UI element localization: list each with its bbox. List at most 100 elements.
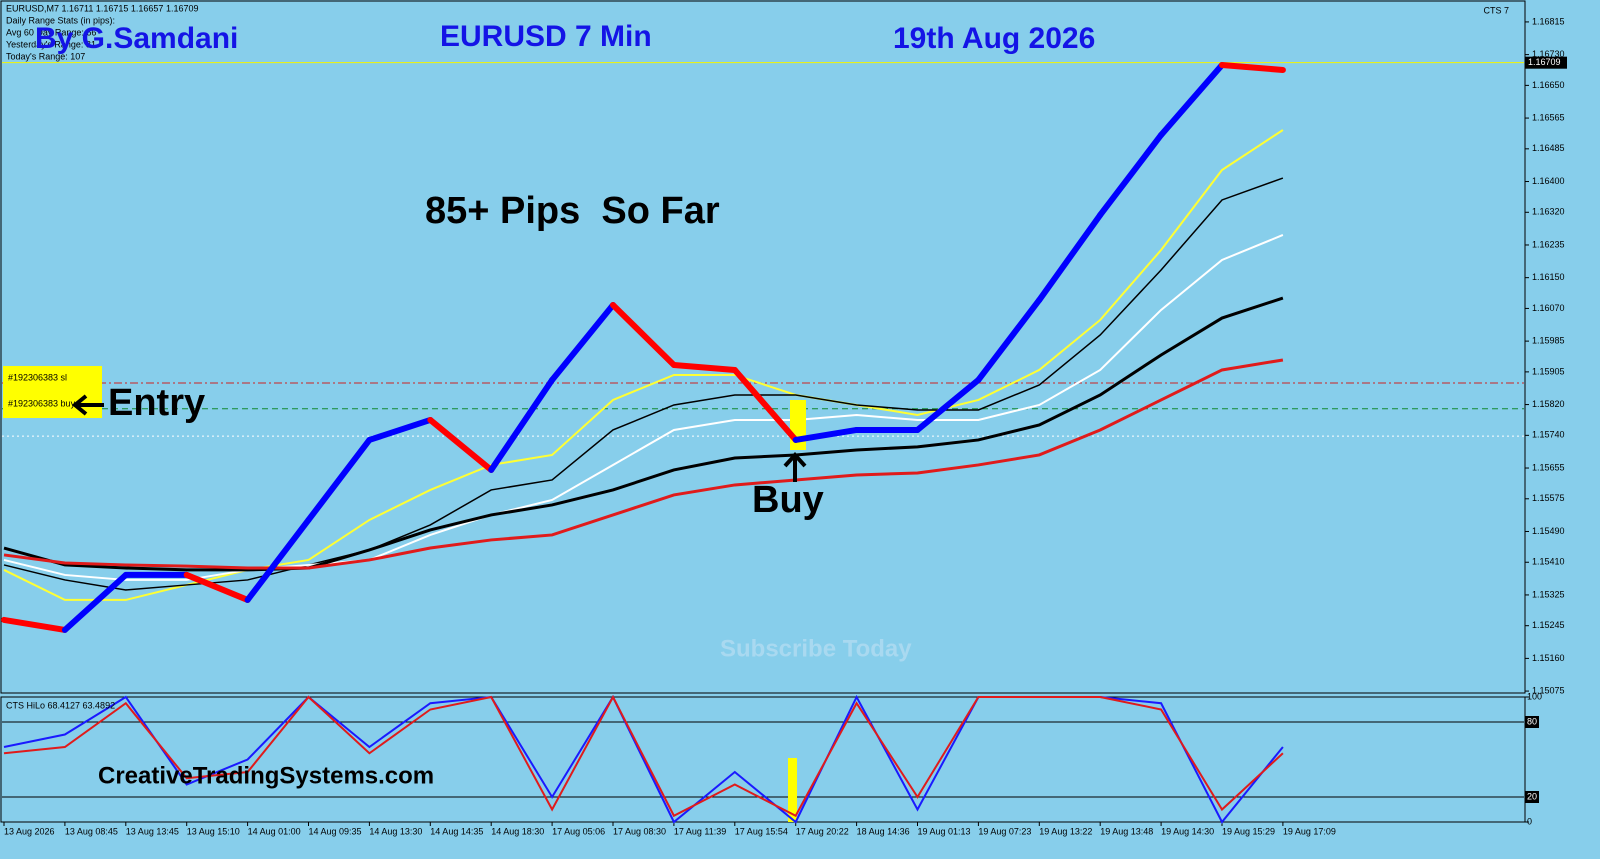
- series-line: [3, 296, 1284, 572]
- entry-label: Entry: [108, 382, 205, 424]
- order-buy: #192306383 buy: [8, 398, 76, 408]
- last-price-label: 1.16709: [1528, 57, 1561, 67]
- x-tick-label: 14 Aug 01:00: [248, 826, 301, 836]
- last-price-box: [1525, 56, 1567, 69]
- price-segment: [670, 361, 738, 373]
- y-tick-label: 1.16565: [1532, 112, 1565, 122]
- buy-arrow: [783, 452, 807, 482]
- osc-tick-box: [1525, 716, 1539, 728]
- x-tick-label: 14 Aug 09:35: [309, 826, 362, 836]
- y-tick-label: 1.15740: [1532, 430, 1565, 440]
- y-tick-label: 1.15575: [1532, 493, 1565, 503]
- x-tick-label: 19 Aug 13:22: [1039, 826, 1092, 836]
- chart-date: 19th Aug 2026: [893, 22, 1095, 55]
- x-tick-label: 14 Aug 13:30: [369, 826, 422, 836]
- x-tick-label: 17 Aug 05:06: [552, 826, 605, 836]
- order-box: [3, 366, 102, 418]
- x-tick-label: 19 Aug 01:13: [918, 826, 971, 836]
- x-tick-label: 19 Aug 17:09: [1283, 826, 1336, 836]
- x-tick-label: 13 Aug 2026: [4, 826, 55, 836]
- buy-label: Buy: [752, 479, 824, 521]
- price-segment: [427, 416, 495, 473]
- y-tick-label: 1.15410: [1532, 557, 1565, 567]
- series-line: [3, 694, 1284, 818]
- x-tick-label: 13 Aug 13:45: [126, 826, 179, 836]
- y-tick-label: 1.15905: [1532, 366, 1565, 376]
- y-tick-label: 1.16320: [1532, 207, 1565, 217]
- entry-arrow: [71, 394, 104, 416]
- plot-layer: 1.16815 1.16730 1.16650 1.16565 1.16485 1.164…: [2, 16, 1567, 836]
- y-tick-label: 1.16150: [1532, 272, 1565, 282]
- symbol-line: EURUSD,M7 1.16711 1.16715 1.16657 1.1670…: [6, 3, 198, 13]
- price-segment: [792, 426, 860, 443]
- yesterday-range: Yesterday's Range: 81: [6, 39, 96, 49]
- series-line: [3, 358, 1284, 570]
- x-tick-label: 18 Aug 14:36: [857, 826, 910, 836]
- x-tick-label: 17 Aug 15:54: [735, 826, 788, 836]
- price-segment: [488, 376, 556, 473]
- y-tick-label: 1.16400: [1532, 176, 1565, 186]
- y-tick-label: 1.16650: [1532, 80, 1565, 90]
- x-tick-label: 14 Aug 18:30: [491, 826, 544, 836]
- osc-tick-label: 100: [1527, 691, 1542, 701]
- y-tick-label: 1.16235: [1532, 239, 1565, 249]
- y-tick-label: 1.16730: [1532, 49, 1565, 59]
- y-tick-label: 1.15160: [1532, 653, 1565, 663]
- y-tick-label: 1.16070: [1532, 303, 1565, 313]
- y-tick-label: 1.16485: [1532, 143, 1565, 153]
- indicator-tag: CTS 7: [1483, 5, 1509, 15]
- osc-tick-label: 80: [1527, 716, 1537, 726]
- y-tick-label: 1.16815: [1532, 16, 1565, 26]
- price-segment: [1097, 131, 1165, 218]
- osc-title: CTS HiLo 68.4127 63.4892: [6, 700, 115, 710]
- pips-note: 85+ Pips So Far: [425, 190, 720, 232]
- price-segment: [975, 296, 1043, 383]
- website: CreativeTradingSystems.com: [98, 762, 434, 789]
- series-line: [3, 234, 1284, 581]
- x-tick-label: 19 Aug 15:29: [1222, 826, 1275, 836]
- price-segment: [731, 366, 799, 443]
- x-tick-label: 17 Aug 20:22: [796, 826, 849, 836]
- oscillator-pane: [0, 696, 1526, 823]
- y-tick-label: 1.15655: [1532, 462, 1565, 472]
- osc-tick-box: [1525, 791, 1539, 803]
- price-segment: [1158, 61, 1225, 138]
- price-segment: [1036, 211, 1104, 303]
- price-segment: [183, 571, 251, 603]
- chart-title: EURUSD 7 Min: [440, 20, 652, 53]
- x-tick-label: 17 Aug 11:39: [674, 826, 726, 836]
- price-segment: [305, 436, 373, 523]
- y-tick-label: 1.15245: [1532, 620, 1565, 630]
- y-tick-label: 1.15985: [1532, 335, 1565, 345]
- y-tick-label: 1.15490: [1532, 526, 1565, 536]
- avg-range: Avg 60 Day Range: 66: [6, 27, 96, 37]
- price-segment: [1219, 61, 1286, 73]
- y-tick-label: 1.15075: [1532, 685, 1565, 695]
- order-sl: #192306383 sl: [8, 372, 67, 382]
- x-tick-label: 19 Aug 07:23: [978, 826, 1031, 836]
- main-pane: [0, 0, 1526, 694]
- buy-highlight-osc: [788, 758, 797, 822]
- x-tick-label: 13 Aug 08:45: [65, 826, 118, 836]
- x-tick-label: 14 Aug 14:35: [430, 826, 483, 836]
- price-segment: [366, 416, 434, 443]
- x-tick-label: 13 Aug 15:10: [187, 826, 240, 836]
- marks-layer: [1, 61, 1286, 824]
- y-tick-label: 1.15325: [1532, 589, 1565, 599]
- price-segment: [610, 301, 677, 368]
- y-tick-label: 1.15820: [1532, 399, 1565, 409]
- series-line: [3, 177, 1284, 591]
- x-tick-label: 19 Aug 14:30: [1161, 826, 1214, 836]
- series-line: [3, 129, 1284, 601]
- stats-title: Daily Range Stats (in pips):: [6, 15, 115, 25]
- price-segment: [914, 376, 982, 433]
- price-segment: [549, 301, 616, 383]
- price-segment: [244, 516, 312, 603]
- today-range: Today's Range: 107: [6, 51, 85, 61]
- subscribe: Subscribe Today: [720, 635, 912, 662]
- osc-tick-label: 20: [1527, 791, 1537, 801]
- osc-tick-label: 0: [1527, 816, 1532, 826]
- x-tick-label: 17 Aug 08:30: [613, 826, 666, 836]
- price-segment: [61, 571, 129, 633]
